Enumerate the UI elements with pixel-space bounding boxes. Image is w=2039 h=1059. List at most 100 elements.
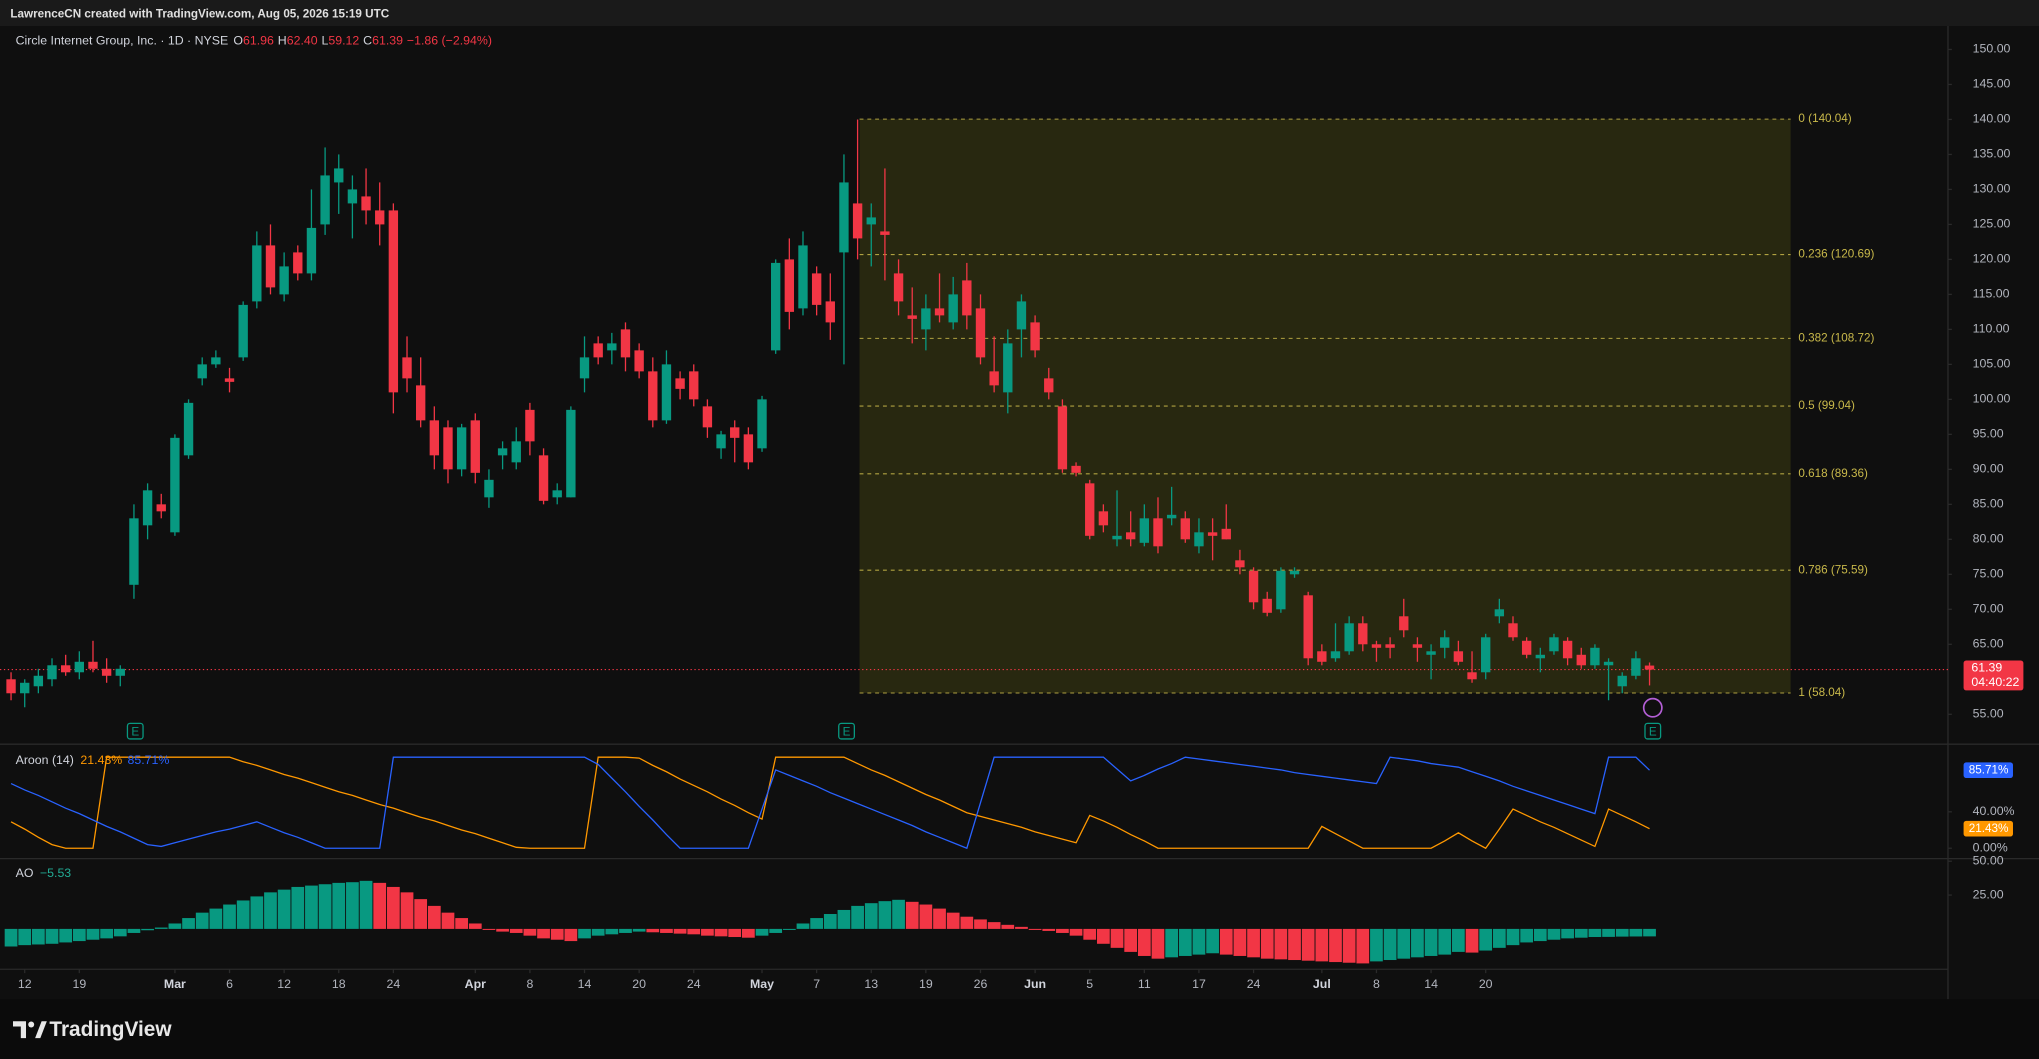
candle-body — [47, 665, 57, 680]
x-tick-label: 12 — [18, 977, 32, 991]
x-tick-label: 17 — [1192, 977, 1206, 991]
ao-bar — [1137, 928, 1151, 956]
alert-icon — [1642, 697, 1663, 718]
ao-bar — [414, 899, 428, 929]
ao-bar — [45, 928, 59, 944]
candle-body — [1303, 595, 1313, 659]
aroon-legend: Aroon (14) 21.43% 85.71% — [16, 753, 170, 767]
candle-body — [948, 294, 958, 323]
ao-bar — [209, 908, 223, 929]
last-value-tag — [1963, 762, 2013, 778]
ao-bar — [810, 918, 824, 929]
candle-body — [1644, 665, 1655, 670]
last-value-label: 21.43% — [1969, 822, 2009, 835]
x-tick-label: 8 — [526, 977, 533, 991]
y-tick-label: 80.00 — [1973, 532, 2004, 546]
ohlc-value: 59.12 — [328, 34, 359, 48]
candle-body — [101, 668, 112, 676]
ao-bar — [1274, 928, 1288, 960]
ao-bar — [427, 905, 441, 929]
x-tick-label: 11 — [1138, 977, 1151, 991]
candle-body — [1126, 532, 1136, 540]
x-tick-label: Mar — [164, 977, 186, 991]
x-tick-label: 24 — [1247, 977, 1261, 991]
candle-body — [770, 262, 781, 351]
x-tick-label: 12 — [277, 977, 291, 991]
ao-bar — [1383, 928, 1397, 961]
candle-body — [634, 350, 644, 372]
candle-body — [1481, 637, 1491, 673]
candle-body — [224, 378, 235, 382]
ao-bar — [1479, 928, 1493, 951]
ao-bar — [864, 903, 878, 929]
earnings-marker: E — [1644, 722, 1662, 740]
candle-body — [880, 231, 890, 235]
candle-body — [375, 210, 385, 225]
candle-body — [852, 203, 863, 239]
ao-bar — [687, 928, 701, 935]
y-tick-label: 100.00 — [1973, 392, 2011, 406]
candle-body — [1221, 528, 1231, 540]
credit: LawrenceCN created with TradingView.com,… — [10, 7, 389, 20]
ao-bar — [974, 919, 987, 929]
indicator-title: AO — [16, 867, 34, 881]
aroon-down-value: 85.71% — [127, 753, 169, 767]
ao-bar — [250, 896, 264, 929]
candle-body — [511, 441, 521, 463]
candle-body — [1576, 654, 1586, 666]
candle-body — [197, 364, 207, 379]
ao-bar — [550, 928, 564, 940]
candle-body — [388, 210, 399, 393]
ao-bar — [18, 928, 32, 946]
candle-body — [1207, 532, 1218, 536]
fib-label: 0.382 (108.72) — [1798, 331, 1874, 344]
ao-bar — [1547, 928, 1561, 940]
ao-bar — [1452, 928, 1465, 952]
ao-bar — [701, 928, 714, 936]
ao-bar — [100, 928, 114, 939]
candle-body — [1098, 511, 1109, 526]
candle-body — [320, 175, 330, 225]
ao-bar — [673, 928, 687, 934]
candle-body — [648, 371, 658, 421]
ao-bar — [1465, 928, 1479, 953]
candle-body — [6, 679, 16, 694]
y-tick-label: 140.00 — [1973, 112, 2011, 126]
candle-body — [293, 252, 303, 274]
ao-bar — [1192, 928, 1206, 955]
fib-label: 1 (58.04) — [1798, 686, 1845, 699]
candle-body — [1358, 623, 1368, 645]
ao-bar — [1056, 928, 1069, 933]
ao-bar — [1615, 928, 1629, 937]
y-tick-label: 135.00 — [1973, 147, 2011, 161]
candle-body — [1467, 672, 1477, 680]
fib-label: 0.236 (120.69) — [1798, 248, 1874, 261]
ao-bar — [72, 928, 86, 942]
ao-bar — [1028, 928, 1042, 930]
candle-body — [962, 280, 972, 316]
y-tick-label: 105.00 — [1973, 357, 2011, 371]
ao-bar — [851, 905, 864, 929]
change: −1.86 (−2.94%) — [407, 34, 492, 48]
ao-bar — [223, 904, 236, 929]
ao-bar — [1602, 928, 1615, 937]
ao-bar — [1206, 928, 1219, 954]
x-tick-label: 24 — [687, 977, 701, 991]
ao-bar — [318, 884, 332, 929]
candle-body — [1180, 518, 1190, 540]
y-tick-label: 65.00 — [1973, 637, 2004, 651]
ao-bar — [141, 928, 154, 931]
fib-label: 0.786 (75.59) — [1798, 563, 1868, 576]
candle-body — [1330, 651, 1341, 659]
x-tick-label: 13 — [864, 977, 878, 991]
ohlc-letter: O — [233, 34, 243, 48]
candle-body — [1057, 406, 1068, 470]
ao-bar — [632, 928, 646, 932]
fib-label: 0.5 (99.04) — [1798, 399, 1855, 412]
ao-bar — [127, 928, 141, 933]
candle-body — [593, 343, 603, 358]
ao-bar — [264, 892, 277, 929]
candle-body — [1453, 651, 1464, 662]
ao-bar — [878, 901, 892, 929]
y-tick-label: 25.00 — [1973, 887, 2004, 901]
